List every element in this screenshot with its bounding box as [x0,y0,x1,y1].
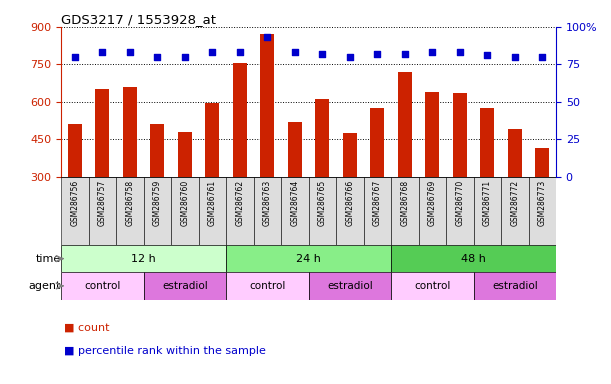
Point [373,51,382,57]
Bar [529,177,556,245]
Bar [336,177,364,245]
Bar [453,93,467,177]
Bar [391,272,474,300]
Bar [68,124,82,177]
Point [98,49,108,55]
Text: GSM286773: GSM286773 [538,180,547,227]
Point [125,49,134,55]
Text: control: control [84,281,120,291]
Bar [391,245,556,272]
Text: GSM286763: GSM286763 [263,180,272,227]
Text: GSM286758: GSM286758 [125,180,134,226]
Point [538,54,547,60]
Bar [226,245,391,272]
Bar [226,177,254,245]
Text: GSM286772: GSM286772 [510,180,519,226]
Bar [89,177,116,245]
Bar [419,177,446,245]
Text: GSM286759: GSM286759 [153,180,162,227]
Bar [144,272,226,300]
Point [263,34,273,40]
Point [318,51,327,57]
Point [345,54,354,60]
Text: GSM286756: GSM286756 [70,180,79,227]
Bar [61,245,226,272]
Bar [370,108,384,177]
Text: control: control [414,281,450,291]
Bar [398,72,412,177]
Text: agent: agent [29,281,61,291]
Bar [178,132,192,177]
Bar [116,177,144,245]
Point [290,49,300,55]
Text: 48 h: 48 h [461,253,486,264]
Text: 24 h: 24 h [296,253,321,264]
Bar [171,177,199,245]
Point [180,54,189,60]
Text: time: time [36,253,61,264]
Point [235,49,244,55]
Text: GSM286771: GSM286771 [483,180,492,226]
Point [400,51,409,57]
Text: GSM286757: GSM286757 [98,180,107,227]
Bar [535,148,549,177]
Bar [446,177,474,245]
Point [455,49,464,55]
Bar [281,177,309,245]
Bar [501,177,529,245]
Bar [425,92,439,177]
Text: GSM286766: GSM286766 [345,180,354,227]
Text: GSM286770: GSM286770 [455,180,464,227]
Point [207,49,218,55]
Bar [144,177,171,245]
Text: GSM286765: GSM286765 [318,180,327,227]
Text: GSM286760: GSM286760 [180,180,189,227]
Point [70,54,79,60]
Text: 12 h: 12 h [131,253,156,264]
Point [510,54,519,60]
Bar [205,103,219,177]
Bar [391,177,419,245]
Bar [61,272,144,300]
Bar [95,89,109,177]
Point [427,49,437,55]
Text: GSM286761: GSM286761 [208,180,217,226]
Bar [254,177,281,245]
Text: GDS3217 / 1553928_at: GDS3217 / 1553928_at [61,13,216,26]
Text: control: control [249,281,285,291]
Bar [315,99,329,177]
Bar [309,272,391,300]
Text: GSM286762: GSM286762 [235,180,244,226]
Bar [288,122,302,177]
Bar [309,177,336,245]
Text: GSM286764: GSM286764 [290,180,299,227]
Bar [260,35,274,177]
Bar [474,272,556,300]
Text: estradiol: estradiol [492,281,538,291]
Text: ■ percentile rank within the sample: ■ percentile rank within the sample [64,346,266,356]
Text: GSM286767: GSM286767 [373,180,382,227]
Text: estradiol: estradiol [162,281,208,291]
Bar [474,177,501,245]
Bar [508,129,522,177]
Text: ■ count: ■ count [64,323,109,333]
Bar [226,272,309,300]
Text: GSM286768: GSM286768 [400,180,409,226]
Bar [199,177,226,245]
Bar [123,87,137,177]
Point [153,54,163,60]
Bar [343,133,357,177]
Text: GSM286769: GSM286769 [428,180,437,227]
Bar [364,177,391,245]
Bar [61,177,89,245]
Bar [480,108,494,177]
Bar [150,124,164,177]
Point [482,52,492,58]
Bar [233,63,247,177]
Text: estradiol: estradiol [327,281,373,291]
